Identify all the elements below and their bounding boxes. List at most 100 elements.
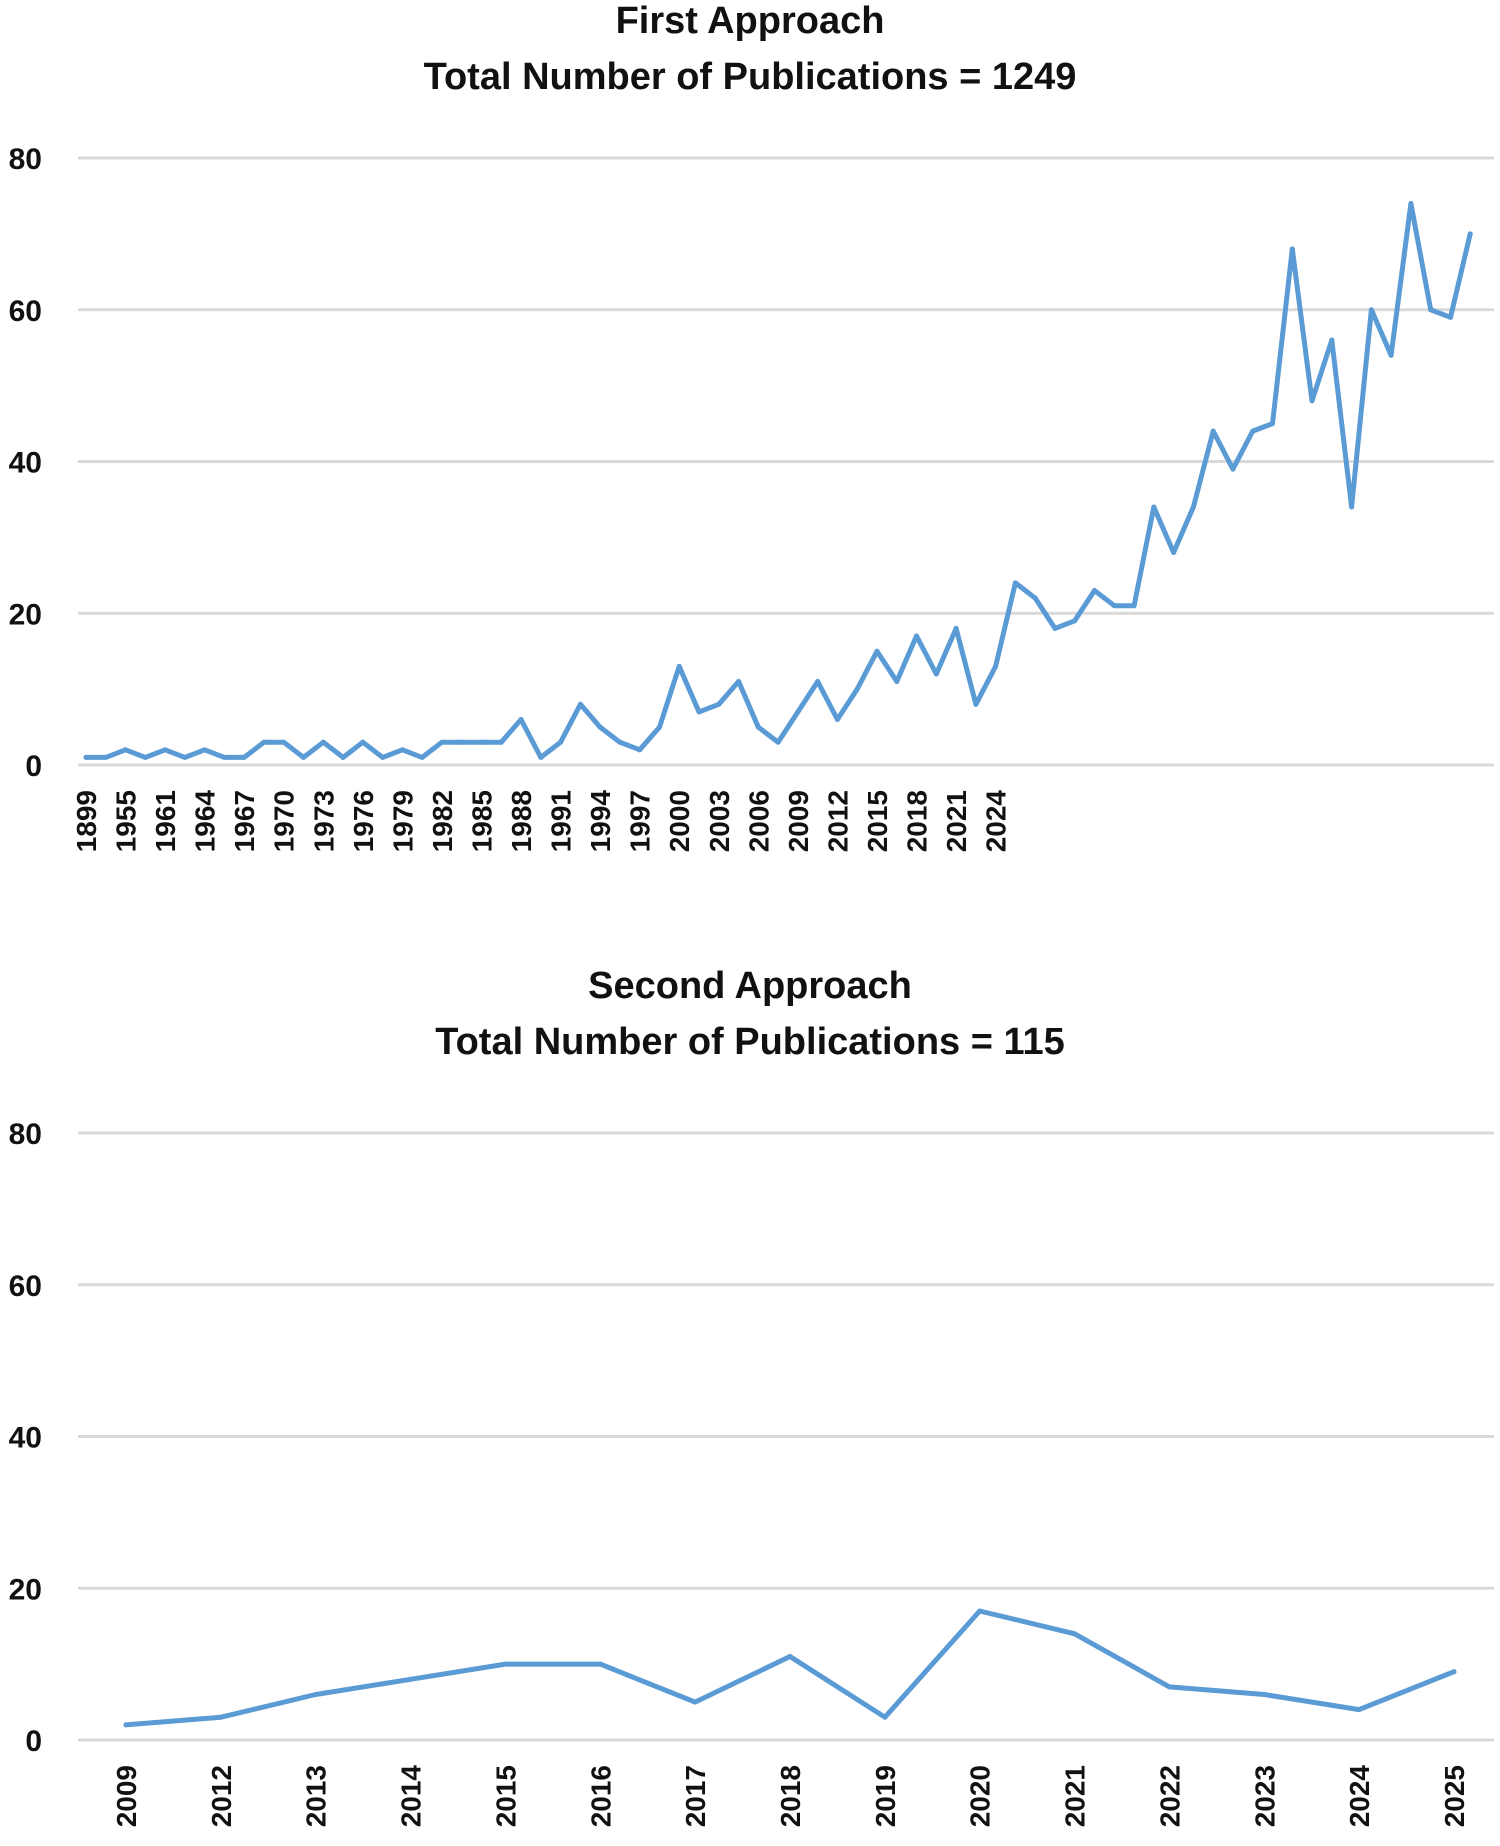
data-point <box>1032 595 1038 601</box>
x-tick-label: 1967 <box>229 790 260 852</box>
line-chart-plot: 0 20 40 60 80 1899 1955 1961 1964 1967 1970 1973 197… <box>9 143 1494 853</box>
x-tick-label: 2020 <box>965 1765 996 1827</box>
x-tick-label: 1997 <box>625 790 656 852</box>
data-point <box>241 754 247 760</box>
data-point <box>617 739 623 745</box>
data-point <box>755 724 761 730</box>
data-point <box>1250 428 1256 434</box>
data-point <box>676 663 682 669</box>
data-point <box>1052 625 1058 631</box>
data-point <box>1072 1631 1078 1637</box>
data-point <box>142 754 148 760</box>
data-point <box>696 709 702 715</box>
y-tick-label: 80 <box>9 1118 42 1151</box>
data-point <box>478 739 484 745</box>
data-point <box>1309 398 1315 404</box>
data-point <box>261 739 267 745</box>
data-point <box>1329 337 1335 343</box>
data-point <box>1289 246 1295 252</box>
data-point <box>221 754 227 760</box>
x-tick-label: 2024 <box>981 790 1012 853</box>
data-point <box>993 663 999 669</box>
data-point <box>1190 504 1196 510</box>
x-tick-label: 2012 <box>206 1765 237 1827</box>
chart-first-approach: First Approach Total Number of Publicati… <box>0 0 1500 900</box>
x-tick-label: 1985 <box>466 790 497 852</box>
data-point <box>498 739 504 745</box>
x-tick-label: 2014 <box>396 1765 427 1828</box>
data-point <box>894 679 900 685</box>
y-tick-label: 80 <box>9 143 42 176</box>
x-tick-label: 2018 <box>902 790 933 852</box>
data-point <box>656 724 662 730</box>
x-tick-label: 2003 <box>704 790 735 852</box>
data-point <box>320 739 326 745</box>
data-point <box>1356 1707 1362 1713</box>
x-tick-label: 2015 <box>862 790 893 852</box>
y-tick-label: 0 <box>25 750 42 783</box>
data-point <box>637 747 643 753</box>
data-point <box>736 679 742 685</box>
data-point <box>973 701 979 707</box>
data-point <box>775 739 781 745</box>
chart-subtitle: Total Number of Publications = 115 <box>435 1021 1065 1063</box>
data-point <box>1349 504 1355 510</box>
x-tick-label: 2009 <box>783 790 814 852</box>
data-point <box>380 754 386 760</box>
data-point <box>123 747 129 753</box>
data-point <box>408 1676 414 1682</box>
data-point <box>439 739 445 745</box>
data-point <box>1467 231 1473 237</box>
data-point <box>787 1654 793 1660</box>
x-tick-label: 2023 <box>1249 1765 1280 1827</box>
data-point <box>103 754 109 760</box>
x-tick-label: 2012 <box>822 790 853 852</box>
y-tick-label: 20 <box>9 1573 42 1606</box>
data-point <box>1072 618 1078 624</box>
data-point <box>558 739 564 745</box>
data-point <box>1166 1684 1172 1690</box>
x-tick-label: 2013 <box>301 1765 332 1827</box>
data-point <box>815 679 821 685</box>
data-point <box>340 754 346 760</box>
data-point <box>123 1722 129 1728</box>
data-point <box>1269 421 1275 427</box>
data-point <box>597 1661 603 1667</box>
x-tick-label: 1955 <box>111 790 142 852</box>
data-point <box>1230 466 1236 472</box>
x-tick-label: 1979 <box>387 790 418 852</box>
data-point <box>202 747 208 753</box>
x-tick-label: 2000 <box>664 790 695 852</box>
y-tick-label: 40 <box>9 447 42 480</box>
data-point <box>577 701 583 707</box>
x-tick-label: 1973 <box>308 790 339 852</box>
x-tick-label: 1982 <box>427 790 458 852</box>
x-tick-label: 2009 <box>111 1765 142 1827</box>
data-point <box>182 754 188 760</box>
y-tick-label: 0 <box>25 1725 42 1758</box>
data-point <box>1111 603 1117 609</box>
y-tick-label: 20 <box>9 598 42 631</box>
x-tick-label: 2025 <box>1439 1765 1470 1827</box>
data-point <box>834 716 840 722</box>
data-point <box>281 739 287 745</box>
x-tick-label: 2021 <box>1060 1765 1091 1827</box>
data-point <box>716 701 722 707</box>
chart-second-approach: Second Approach Total Number of Publicat… <box>0 965 1500 1846</box>
x-tick-label: 2024 <box>1344 1765 1375 1828</box>
data-point <box>1210 428 1216 434</box>
data-point <box>692 1699 698 1705</box>
data-point <box>419 754 425 760</box>
y-tick-label: 60 <box>9 295 42 328</box>
x-tick-label: 1899 <box>71 790 102 852</box>
data-point <box>162 747 168 753</box>
data-point <box>1012 580 1018 586</box>
data-point <box>882 1714 888 1720</box>
data-point <box>795 709 801 715</box>
data-point <box>518 716 524 722</box>
data-point <box>1447 314 1453 320</box>
x-tick-label: 2019 <box>870 1765 901 1827</box>
data-point <box>502 1661 508 1667</box>
y-tick-label: 40 <box>9 1422 42 1455</box>
data-point <box>1261 1691 1267 1697</box>
